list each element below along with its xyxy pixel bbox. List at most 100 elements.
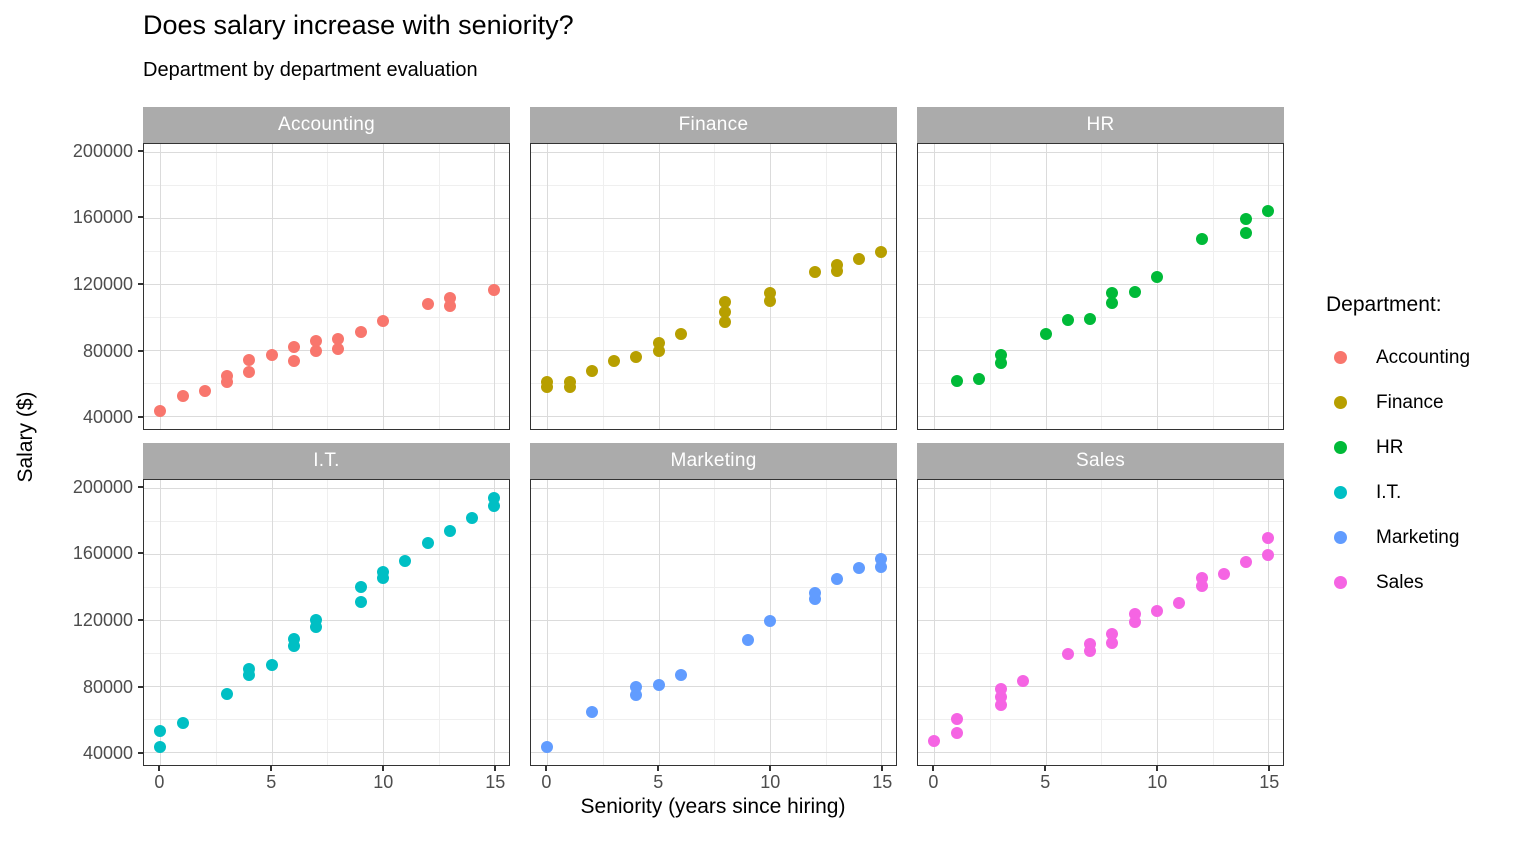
facet-strip-label: Sales [1075, 450, 1126, 471]
facet-panel-i-t [143, 479, 510, 766]
data-point [421, 537, 434, 550]
data-point [1106, 628, 1119, 641]
data-point [399, 555, 412, 568]
gridline-major [531, 487, 896, 489]
gridline-minor [531, 184, 896, 186]
gridline-major [271, 144, 273, 429]
gridline-minor [714, 480, 716, 765]
gridline-major [531, 350, 896, 352]
gridline-major [144, 283, 509, 285]
data-point [354, 595, 367, 608]
data-point [563, 376, 576, 389]
data-point [243, 365, 256, 378]
gridline-minor [1212, 144, 1214, 429]
data-point [154, 741, 167, 754]
x-tick-label: 0 [541, 772, 552, 792]
data-point [808, 586, 821, 599]
facet-strip-hr: HR [917, 107, 1284, 143]
gridline-minor [918, 383, 1283, 385]
y-tick-label: 40000 [82, 407, 133, 428]
data-point [674, 668, 687, 681]
data-point [176, 389, 189, 402]
data-point [1106, 287, 1119, 300]
data-point [488, 491, 501, 504]
data-point [950, 374, 963, 387]
gridline-minor [602, 480, 604, 765]
legend-key-dot [1334, 576, 1347, 589]
facet-strip-sales: Sales [917, 443, 1284, 479]
data-point [265, 658, 278, 671]
data-point [950, 726, 963, 739]
y-tick-mark [138, 349, 143, 352]
gridline-major [918, 553, 1283, 555]
data-point [1061, 647, 1074, 660]
data-point [995, 682, 1008, 695]
data-point [1240, 556, 1253, 569]
data-point [1084, 312, 1097, 325]
data-point [853, 561, 866, 574]
gridline-major [547, 144, 549, 429]
y-tick-label: 200000 [72, 476, 133, 497]
data-point [741, 633, 754, 646]
gridline-major [531, 553, 896, 555]
x-tick-mark [932, 766, 935, 771]
gridline-minor [215, 480, 217, 765]
data-point [830, 258, 843, 271]
gridline-minor [531, 653, 896, 655]
y-tick-mark [138, 416, 143, 419]
x-axis-title: Seniority (years since hiring) [580, 795, 846, 818]
data-point [585, 364, 598, 377]
legend-item-accounting: Accounting [1322, 335, 1536, 380]
gridline-major [918, 283, 1283, 285]
gridline-major [918, 752, 1283, 754]
legend-key-dot [1334, 486, 1347, 499]
legend-item-label: Finance [1376, 391, 1444, 413]
facet-strip-label: Marketing [670, 450, 757, 471]
gridline-major [547, 480, 549, 765]
gridline-minor [918, 250, 1283, 252]
gridline-major [144, 350, 509, 352]
data-point [875, 552, 888, 565]
data-point [1084, 637, 1097, 650]
gridline-minor [144, 719, 509, 721]
gridline-minor [918, 719, 1283, 721]
legend-item-label: Accounting [1376, 346, 1471, 368]
data-point [808, 266, 821, 279]
gridline-minor [144, 653, 509, 655]
gridline-minor [531, 719, 896, 721]
gridline-minor [531, 317, 896, 319]
gridline-major [531, 416, 896, 418]
gridline-minor [144, 250, 509, 252]
data-point [1240, 212, 1253, 225]
data-point [719, 296, 732, 309]
gridline-minor [825, 144, 827, 429]
legend: Department: Accounting Finance HR I.T. Marke… [1322, 293, 1536, 605]
facet-strip-label: Accounting [277, 114, 375, 135]
gridline-major [531, 686, 896, 688]
data-point [541, 741, 554, 754]
x-tick-mark [1044, 766, 1047, 771]
gridline-major [918, 416, 1283, 418]
gridline-minor [438, 144, 440, 429]
y-tick-mark [138, 149, 143, 152]
data-point [764, 614, 776, 627]
gridline-minor [714, 144, 716, 429]
y-tick-mark [138, 552, 143, 555]
gridline-major [1157, 144, 1158, 429]
data-point [377, 315, 389, 328]
gridline-major [144, 487, 509, 489]
data-point [154, 724, 167, 737]
facet-strip-accounting: Accounting [143, 107, 510, 143]
legend-item-label: Marketing [1376, 526, 1460, 548]
legend-item-label: HR [1376, 436, 1404, 458]
data-point [1262, 548, 1275, 561]
data-point [1151, 271, 1163, 284]
data-point [608, 354, 621, 367]
data-point [630, 681, 643, 693]
y-axis-title: Salary ($) [14, 391, 37, 483]
gridline-major [531, 619, 896, 621]
data-point [265, 349, 278, 362]
legend-item-marketing: Marketing [1322, 515, 1536, 560]
y-tick-mark [138, 752, 143, 755]
